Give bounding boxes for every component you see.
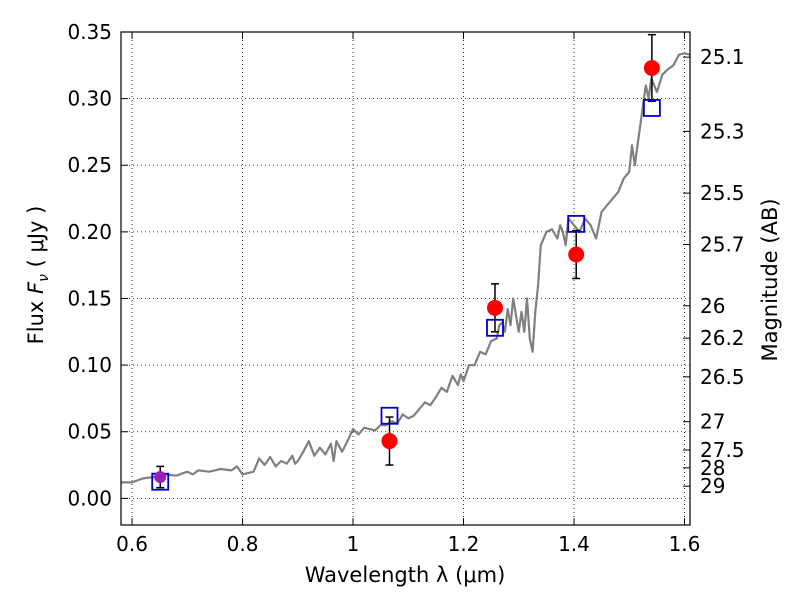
spectrum-line [121,52,691,484]
model-square [380,406,399,425]
y-tick-label: 0.00 [67,486,112,510]
y-axis-label-pre: Flux [24,294,48,344]
model-squares [151,99,661,491]
plot-frame [120,31,691,526]
x-tick-label: 1.6 [669,532,701,556]
y-tick-label: 0.05 [67,420,112,444]
y-tick-label: 0.10 [67,353,112,377]
x-tick-label: 1.2 [448,532,480,556]
spectrum-path [121,52,691,484]
observed-points [154,59,660,484]
y2-tick-label: 25.5 [700,181,745,205]
y-tick-label: 0.25 [67,153,112,177]
x-axis-label: Wavelength λ (μm) [305,563,506,587]
model-square [567,214,586,233]
y2-axis-label: Magnitude (AB) [758,198,782,361]
model-square [642,99,661,117]
observed-point [643,59,660,76]
y2-tick-label: 25.3 [700,119,745,143]
y-tick-label: 0.20 [67,220,112,244]
x-tick-label: 1.4 [558,532,590,556]
y-axis-label-subscript: ν [36,274,52,282]
y-axis-label-post: ( μJy ) [24,206,48,274]
observed-point [154,471,167,484]
y2-tick-label: 29 [700,474,725,498]
y-tick-label: 0.15 [67,286,112,310]
y2-tick-label: 26.2 [700,326,745,350]
y2-tick-label: 27.5 [700,438,745,462]
x-tick-label: 1 [347,532,360,556]
y2-tick-label: 27 [700,410,725,434]
y-axis-label: Flux Fν ( μJy ) [24,206,52,345]
y2-tick-label: 25.1 [700,45,745,69]
y2-tick-label: 26 [700,294,725,318]
observed-point [568,246,585,263]
y-ticks: 0.00 0.05 0.10 0.15 0.20 0.25 0.30 0.35 [67,20,128,510]
y2-tick-label: 25.7 [700,232,745,256]
observed-point [381,433,398,450]
error-bars [156,33,656,489]
model-square [486,318,504,337]
y-axis-label-symbol: F [24,281,48,294]
y-tick-label: 0.30 [67,87,112,111]
grid-lines [121,31,690,525]
observed-point [486,299,503,316]
y2-tick-label: 26.5 [700,365,745,389]
x-tick-label: 0.6 [116,532,148,556]
x-ticks: 0.6 0.8 1 1.2 1.4 1.6 [116,32,700,556]
y-tick-label: 0.35 [67,20,112,44]
x-tick-label: 0.8 [227,532,259,556]
y2-tick-label: 28 [700,456,725,480]
